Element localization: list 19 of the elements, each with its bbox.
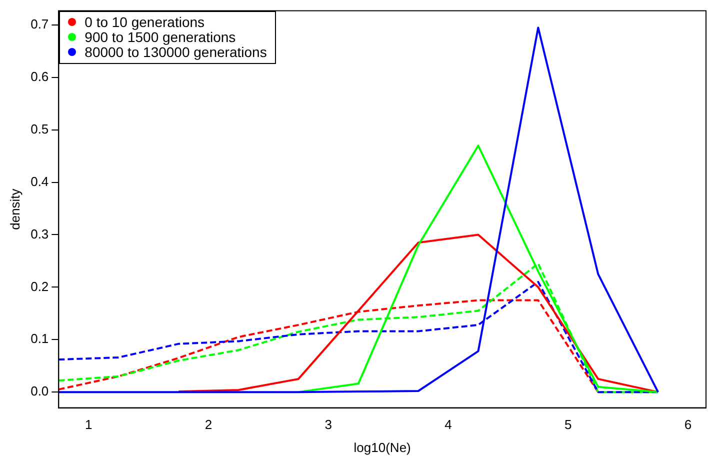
x-tick-label: 6 bbox=[684, 417, 692, 432]
y-tick-label: 0.5 bbox=[30, 121, 49, 136]
y-tick-label: 0.2 bbox=[30, 278, 49, 294]
legend-label: 80000 to 130000 generations bbox=[84, 44, 267, 60]
y-tick-label: 0.6 bbox=[30, 68, 49, 84]
x-axis-title: log10(Ne) bbox=[354, 440, 411, 455]
x-tick-label: 3 bbox=[324, 417, 332, 432]
y-tick-label: 0.0 bbox=[30, 384, 49, 399]
x-tick-label: 5 bbox=[564, 417, 572, 432]
x-tick-label: 2 bbox=[204, 417, 212, 432]
x-tick-label: 4 bbox=[444, 417, 452, 432]
y-tick-label: 0.7 bbox=[30, 16, 49, 32]
y-axis-title: density bbox=[7, 188, 22, 230]
legend-label: 900 to 1500 generations bbox=[84, 28, 236, 45]
y-tick-label: 0.4 bbox=[30, 174, 49, 189]
y-tick-label: 0.1 bbox=[30, 331, 49, 346]
y-tick-label: 0.3 bbox=[30, 226, 49, 242]
legend-label: 0 to 10 generations bbox=[84, 14, 205, 30]
x-tick-label: 1 bbox=[85, 417, 92, 432]
